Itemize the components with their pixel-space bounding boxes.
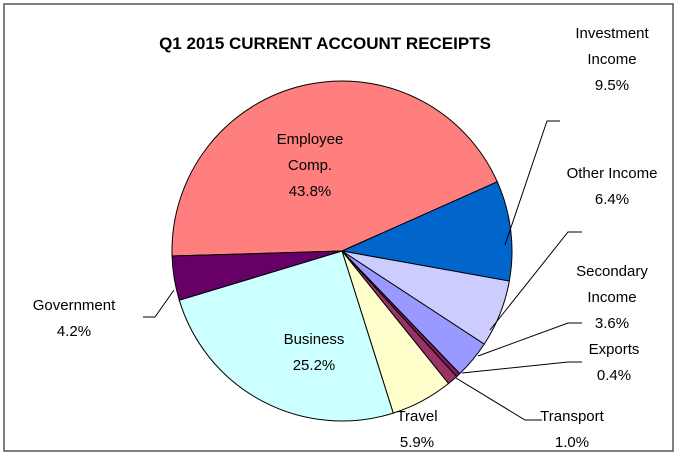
leader-line <box>504 120 560 246</box>
leader-line <box>461 361 582 374</box>
slice-label: Travel 5.9% <box>352 404 482 456</box>
pie-slice <box>178 250 394 422</box>
value-label: 1.0% <box>554 434 590 451</box>
value-label: 4.2% <box>56 323 92 340</box>
leader-line <box>477 322 582 357</box>
slice-label: Employee Comp. 43.8% <box>245 127 375 205</box>
category-label: Government <box>32 297 116 314</box>
slice-label: Exports 0.4% <box>549 337 678 389</box>
category-label: Other Income <box>566 165 658 182</box>
category-label: Business <box>283 331 345 348</box>
value-label: 6.4% <box>594 191 630 208</box>
value-label: 43.8% <box>288 183 332 200</box>
leader-line <box>489 231 582 331</box>
slice-label: Investment Income 9.5% <box>547 21 677 99</box>
chart-title: Q1 2015 CURRENT ACCOUNT RECEIPTS <box>159 34 491 53</box>
pie-slice <box>171 250 343 301</box>
category-label: Exports <box>588 341 640 358</box>
category-label: Travel <box>396 408 438 425</box>
category-label: Transport <box>540 408 604 425</box>
value-label: 3.6% <box>594 315 630 332</box>
pie-slice <box>171 80 498 257</box>
slice-label: Secondary Income 3.6% <box>547 259 677 337</box>
value-label: 5.9% <box>399 434 435 451</box>
value-label: 0.4% <box>596 367 632 384</box>
slice-label: Other Income 6.4% <box>547 161 677 213</box>
slice-label: Business 25.2% <box>249 327 379 379</box>
pie-slice <box>340 181 513 282</box>
leader-line <box>455 377 542 421</box>
slice-label: Transport 1.0% <box>507 404 637 456</box>
category-label: Employee Comp. <box>276 131 344 174</box>
value-label: 25.2% <box>292 357 336 374</box>
slice-label: Government 4.2% <box>9 293 139 345</box>
value-label: 9.5% <box>594 77 630 94</box>
category-label: Secondary Income <box>576 263 648 306</box>
leader-line <box>143 289 175 318</box>
category-label: Investment Income <box>575 25 649 68</box>
